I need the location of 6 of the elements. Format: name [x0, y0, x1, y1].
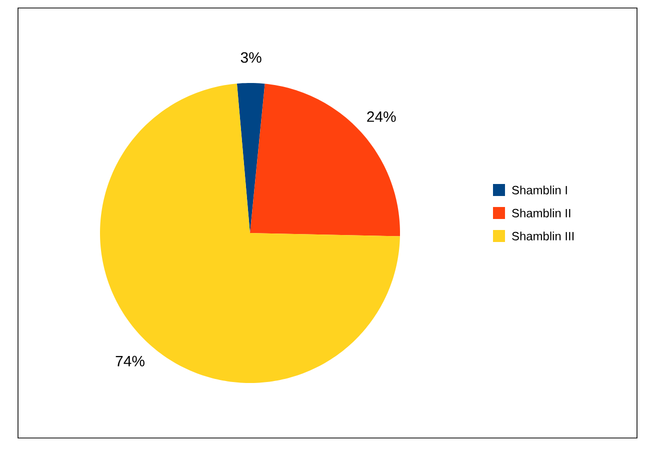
data-label: 3% [240, 52, 262, 63]
data-label: 24% [367, 111, 396, 122]
data-label: 74% [116, 356, 144, 366]
legend-label: Shamblin III [512, 232, 574, 240]
legend-label: Shamblin I [512, 186, 567, 194]
legend-label: Shamblin II [512, 208, 570, 218]
